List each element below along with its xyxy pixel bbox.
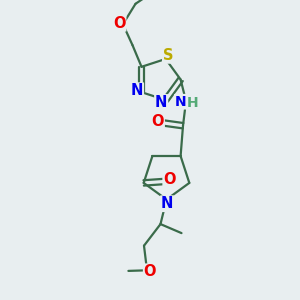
Text: O: O — [152, 114, 164, 129]
Text: N: N — [161, 196, 173, 211]
Text: S: S — [163, 48, 173, 63]
Text: N: N — [155, 95, 167, 110]
Text: N: N — [131, 83, 143, 98]
Text: N: N — [175, 95, 186, 109]
Text: O: O — [144, 264, 156, 279]
Text: H: H — [187, 96, 198, 110]
Text: O: O — [113, 16, 126, 31]
Text: O: O — [163, 172, 176, 188]
